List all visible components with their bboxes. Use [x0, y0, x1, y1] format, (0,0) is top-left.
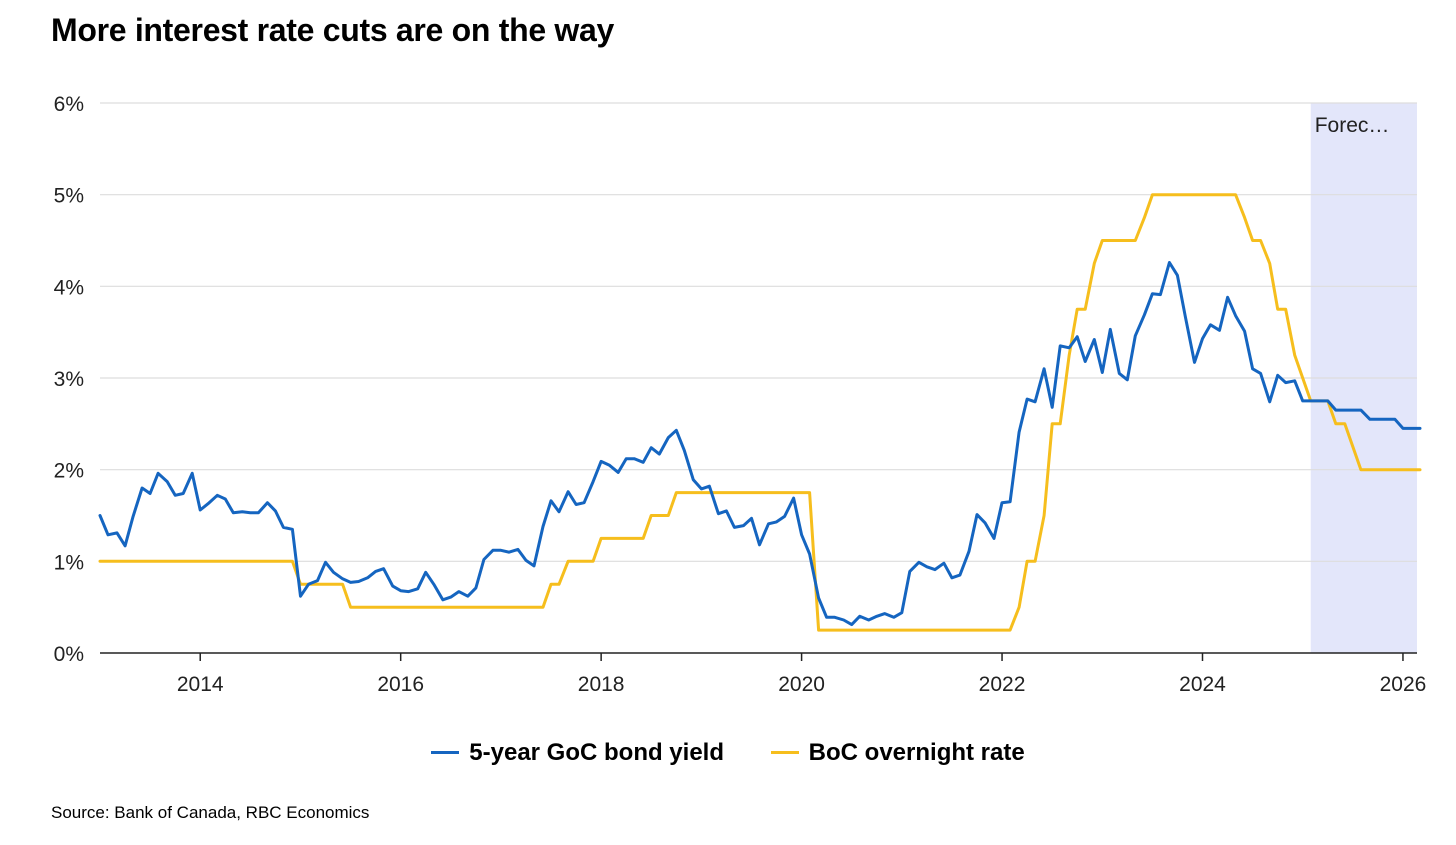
x-tick-label: 2018 — [578, 673, 625, 696]
x-tick-label: 2016 — [377, 673, 424, 696]
y-tick-label: 5% — [54, 185, 84, 208]
x-tick-label: 2014 — [177, 673, 224, 696]
y-tick-label: 0% — [54, 643, 84, 666]
legend-swatch-overnight-rate — [770, 751, 799, 754]
y-tick-label: 3% — [54, 368, 84, 391]
legend-item-overnight-rate[interactable]: BoC overnight rate — [770, 738, 1025, 767]
source-note: Source: Bank of Canada, RBC Economics — [51, 803, 370, 822]
legend-label-overnight-rate: BoC overnight rate — [808, 738, 1025, 766]
y-axis-ticks: 0% 1% 2% 3% 4% 5% 6% — [54, 93, 84, 666]
chart-title: More interest rate cuts are on the way — [51, 12, 615, 48]
x-tick-label: 2024 — [1179, 673, 1226, 696]
series-line-bond-yield — [98, 261, 1422, 627]
legend-swatch-bond-yield — [431, 751, 460, 754]
series-lines — [98, 193, 1422, 632]
y-tick-label: 2% — [54, 460, 84, 483]
y-tick-label: 6% — [54, 93, 84, 116]
x-tick-label: 2026 — [1380, 673, 1427, 696]
legend-item-bond-yield[interactable]: 5-year GoC bond yield — [431, 739, 724, 767]
series-line-overnight-rate — [98, 193, 1422, 632]
x-tick-label: 2020 — [778, 673, 825, 696]
forecast-label: Forec… — [1315, 114, 1390, 137]
y-tick-label: 4% — [54, 276, 84, 299]
x-axis-ticks: 2014 2016 2018 2020 2022 2024 2026 — [177, 653, 1426, 696]
legend-label-bond-yield: 5-year GoC bond yield — [469, 738, 724, 766]
y-tick-label: 1% — [54, 551, 84, 574]
legend: 5-year GoC bond yield BoC overnight rate — [0, 733, 1456, 767]
x-tick-label: 2022 — [979, 673, 1026, 696]
